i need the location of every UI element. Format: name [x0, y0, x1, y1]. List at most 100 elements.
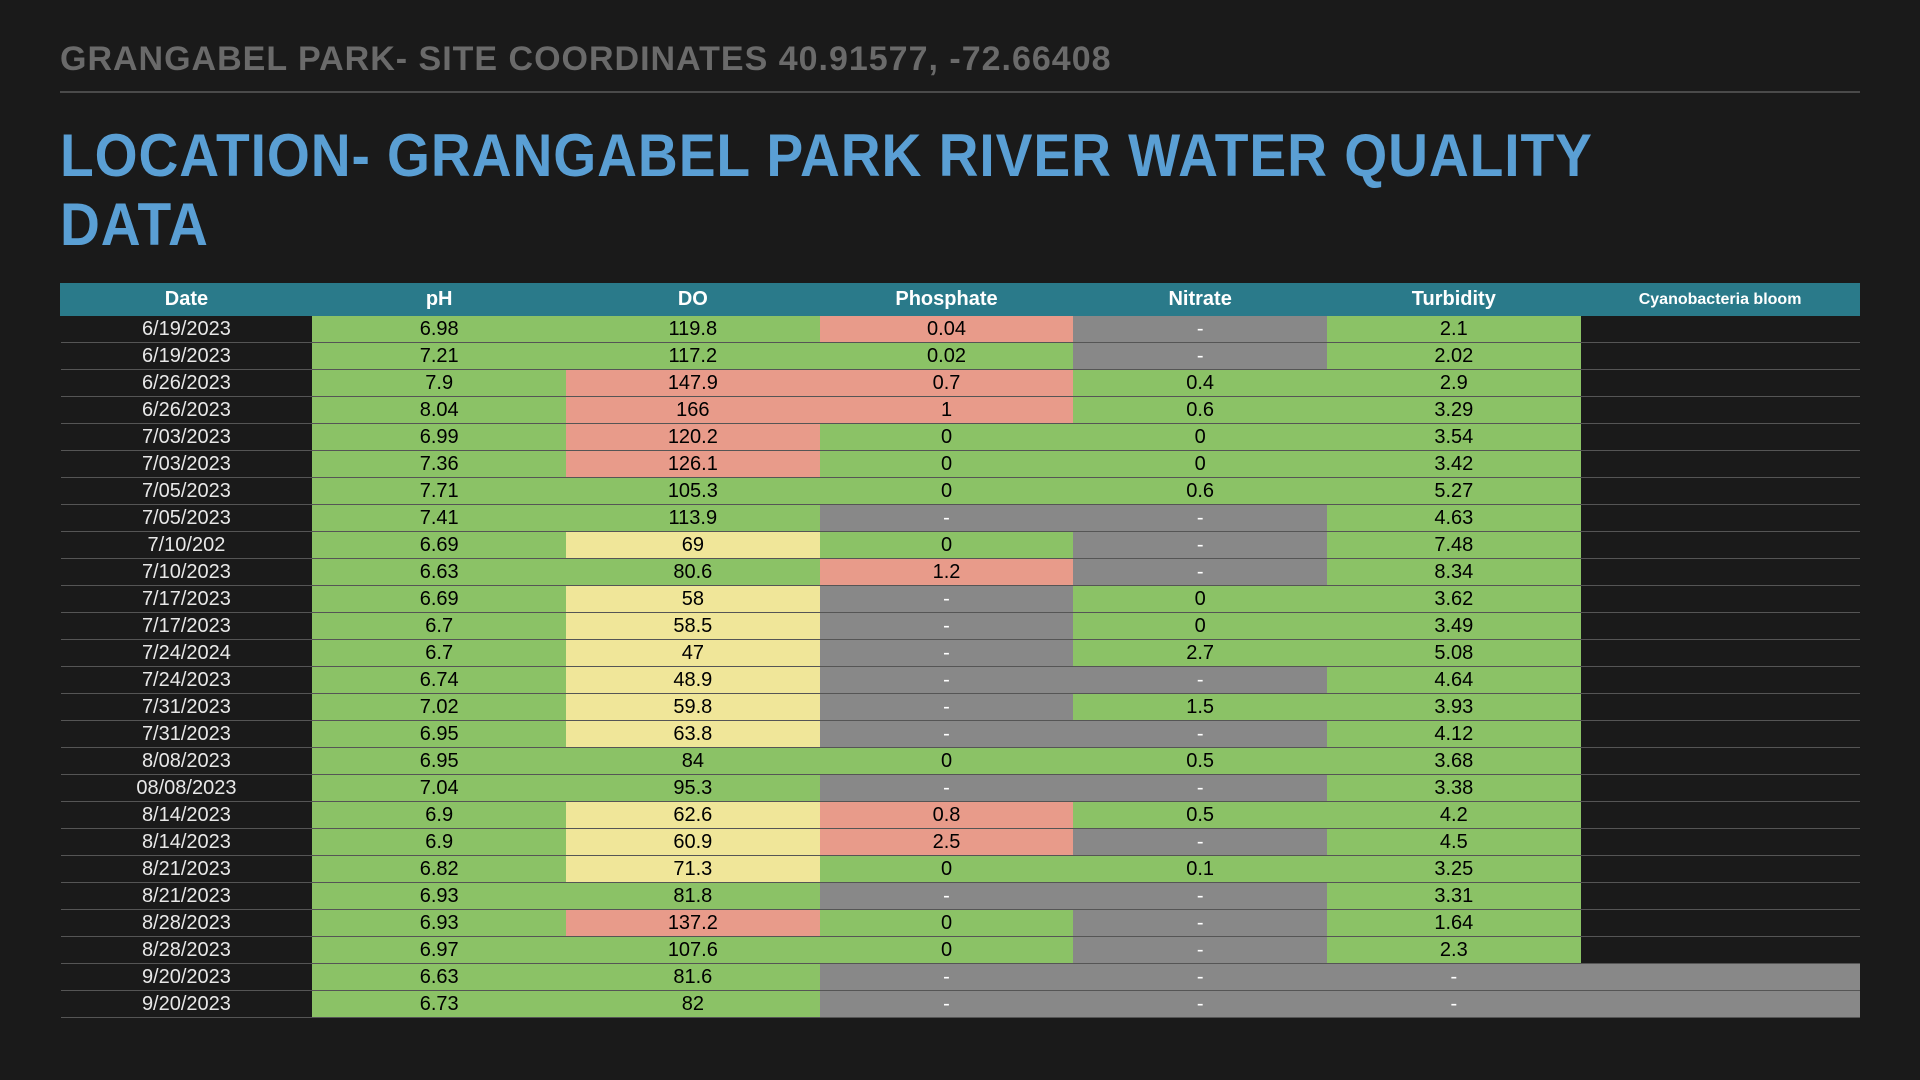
cell-turbidity: 3.31 [1327, 883, 1581, 910]
cell-date: 8/21/2023 [61, 856, 313, 883]
cell-cyanobacteria [1581, 532, 1860, 559]
table-row: 7/31/20236.9563.8--4.12 [61, 721, 1860, 748]
cell-do: 81.6 [566, 964, 820, 991]
table-header-row: Date pH DO Phosphate Nitrate Turbidity C… [61, 284, 1860, 316]
page-title: LOCATION- GRANGABEL PARK RIVER WATER QUA… [60, 121, 1716, 259]
table-row: 8/28/20236.97107.60-2.3 [61, 937, 1860, 964]
table-row: 9/20/20236.7382--- [61, 991, 1860, 1018]
cell-phosphate: - [820, 667, 1074, 694]
cell-turbidity: - [1327, 964, 1581, 991]
cell-date: 8/08/2023 [61, 748, 313, 775]
cell-ph: 6.97 [312, 937, 566, 964]
cell-nitrate: - [1073, 937, 1327, 964]
cell-ph: 6.7 [312, 640, 566, 667]
col-cyanobacteria: Cyanobacteria bloom [1581, 284, 1860, 316]
cell-date: 7/05/2023 [61, 505, 313, 532]
cell-phosphate: 0 [820, 424, 1074, 451]
table-row: 8/14/20236.960.92.5-4.5 [61, 829, 1860, 856]
cell-nitrate: 0 [1073, 451, 1327, 478]
table-row: 6/26/20237.9147.90.70.42.9 [61, 370, 1860, 397]
cell-turbidity: 3.29 [1327, 397, 1581, 424]
cell-cyanobacteria [1581, 937, 1860, 964]
cell-phosphate: 0 [820, 532, 1074, 559]
cell-do: 59.8 [566, 694, 820, 721]
cell-cyanobacteria [1581, 613, 1860, 640]
cell-turbidity: 4.2 [1327, 802, 1581, 829]
cell-turbidity: 3.42 [1327, 451, 1581, 478]
cell-date: 7/24/2023 [61, 667, 313, 694]
cell-do: 119.8 [566, 316, 820, 343]
col-turbidity: Turbidity [1327, 284, 1581, 316]
cell-do: 113.9 [566, 505, 820, 532]
cell-turbidity: 8.34 [1327, 559, 1581, 586]
cell-cyanobacteria [1581, 640, 1860, 667]
cell-nitrate: - [1073, 721, 1327, 748]
cell-cyanobacteria [1581, 883, 1860, 910]
table-row: 8/21/20236.9381.8--3.31 [61, 883, 1860, 910]
cell-do: 69 [566, 532, 820, 559]
cell-date: 6/19/2023 [61, 316, 313, 343]
cell-nitrate: - [1073, 532, 1327, 559]
cell-date: 6/26/2023 [61, 370, 313, 397]
cell-turbidity: 3.62 [1327, 586, 1581, 613]
cell-do: 58.5 [566, 613, 820, 640]
cell-ph: 7.36 [312, 451, 566, 478]
cell-date: 7/03/2023 [61, 451, 313, 478]
cell-nitrate: - [1073, 964, 1327, 991]
cell-do: 120.2 [566, 424, 820, 451]
cell-nitrate: - [1073, 991, 1327, 1018]
cell-date: 8/14/2023 [61, 802, 313, 829]
cell-do: 47 [566, 640, 820, 667]
cell-turbidity: - [1327, 991, 1581, 1018]
cell-turbidity: 3.38 [1327, 775, 1581, 802]
cell-cyanobacteria [1581, 559, 1860, 586]
cell-turbidity: 3.25 [1327, 856, 1581, 883]
cell-phosphate: 1 [820, 397, 1074, 424]
table-row: 6/19/20237.21117.20.02-2.02 [61, 343, 1860, 370]
cell-date: 7/17/2023 [61, 613, 313, 640]
cell-ph: 7.02 [312, 694, 566, 721]
cell-date: 9/20/2023 [61, 964, 313, 991]
table-row: 6/26/20238.0416610.63.29 [61, 397, 1860, 424]
cell-ph: 6.63 [312, 964, 566, 991]
cell-turbidity: 2.02 [1327, 343, 1581, 370]
cell-phosphate: - [820, 883, 1074, 910]
cell-nitrate: - [1073, 910, 1327, 937]
cell-nitrate: 0.6 [1073, 478, 1327, 505]
table-row: 7/10/20236.6380.61.2-8.34 [61, 559, 1860, 586]
page-subheader: GRANGABEL PARK- SITE COORDINATES 40.9157… [60, 40, 1860, 79]
cell-phosphate: 0.02 [820, 343, 1074, 370]
cell-ph: 6.95 [312, 721, 566, 748]
cell-cyanobacteria [1581, 910, 1860, 937]
cell-cyanobacteria [1581, 370, 1860, 397]
cell-cyanobacteria [1581, 316, 1860, 343]
cell-turbidity: 3.68 [1327, 748, 1581, 775]
cell-cyanobacteria [1581, 397, 1860, 424]
cell-cyanobacteria [1581, 829, 1860, 856]
cell-do: 48.9 [566, 667, 820, 694]
table-row: 7/03/20237.36126.1003.42 [61, 451, 1860, 478]
cell-do: 117.2 [566, 343, 820, 370]
cell-ph: 6.9 [312, 802, 566, 829]
cell-date: 7/31/2023 [61, 721, 313, 748]
cell-cyanobacteria [1581, 991, 1860, 1018]
cell-phosphate: 0.8 [820, 802, 1074, 829]
cell-date: 8/28/2023 [61, 937, 313, 964]
cell-cyanobacteria [1581, 478, 1860, 505]
table-row: 08/08/20237.0495.3--3.38 [61, 775, 1860, 802]
table-row: 7/10/2026.69690-7.48 [61, 532, 1860, 559]
cell-cyanobacteria [1581, 424, 1860, 451]
cell-phosphate: - [820, 586, 1074, 613]
cell-cyanobacteria [1581, 721, 1860, 748]
cell-date: 8/14/2023 [61, 829, 313, 856]
cell-do: 95.3 [566, 775, 820, 802]
cell-do: 81.8 [566, 883, 820, 910]
cell-ph: 6.93 [312, 883, 566, 910]
cell-date: 6/26/2023 [61, 397, 313, 424]
cell-cyanobacteria [1581, 856, 1860, 883]
water-quality-table: Date pH DO Phosphate Nitrate Turbidity C… [60, 283, 1860, 1018]
cell-do: 62.6 [566, 802, 820, 829]
cell-ph: 6.69 [312, 532, 566, 559]
cell-phosphate: 1.2 [820, 559, 1074, 586]
cell-ph: 6.69 [312, 586, 566, 613]
